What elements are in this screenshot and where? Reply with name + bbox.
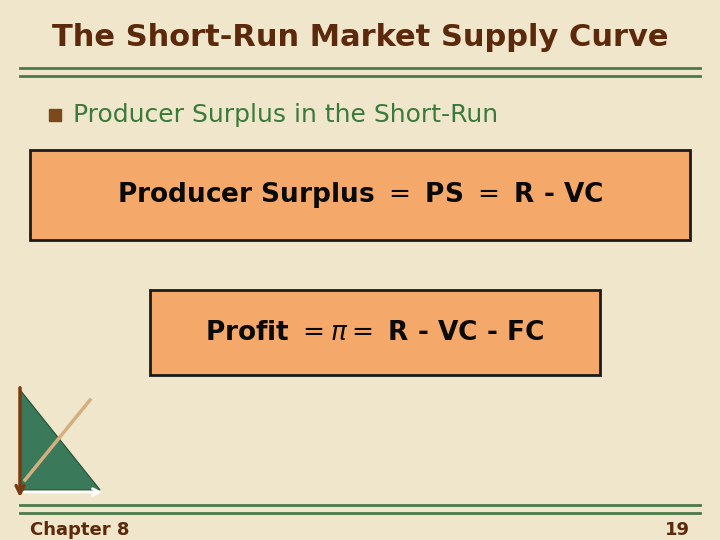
FancyBboxPatch shape <box>30 150 690 240</box>
Polygon shape <box>20 390 100 490</box>
Text: Producer Surplus in the Short-Run: Producer Surplus in the Short-Run <box>73 103 498 127</box>
Text: 19: 19 <box>665 521 690 539</box>
Text: The Short-Run Market Supply Curve: The Short-Run Market Supply Curve <box>52 24 668 52</box>
Text: Producer Surplus $=$ PS $=$ R - VC: Producer Surplus $=$ PS $=$ R - VC <box>117 180 603 210</box>
Text: Chapter 8: Chapter 8 <box>30 521 130 539</box>
FancyBboxPatch shape <box>150 290 600 375</box>
Text: Profit $= \pi =$ R - VC - FC: Profit $= \pi =$ R - VC - FC <box>205 320 544 346</box>
